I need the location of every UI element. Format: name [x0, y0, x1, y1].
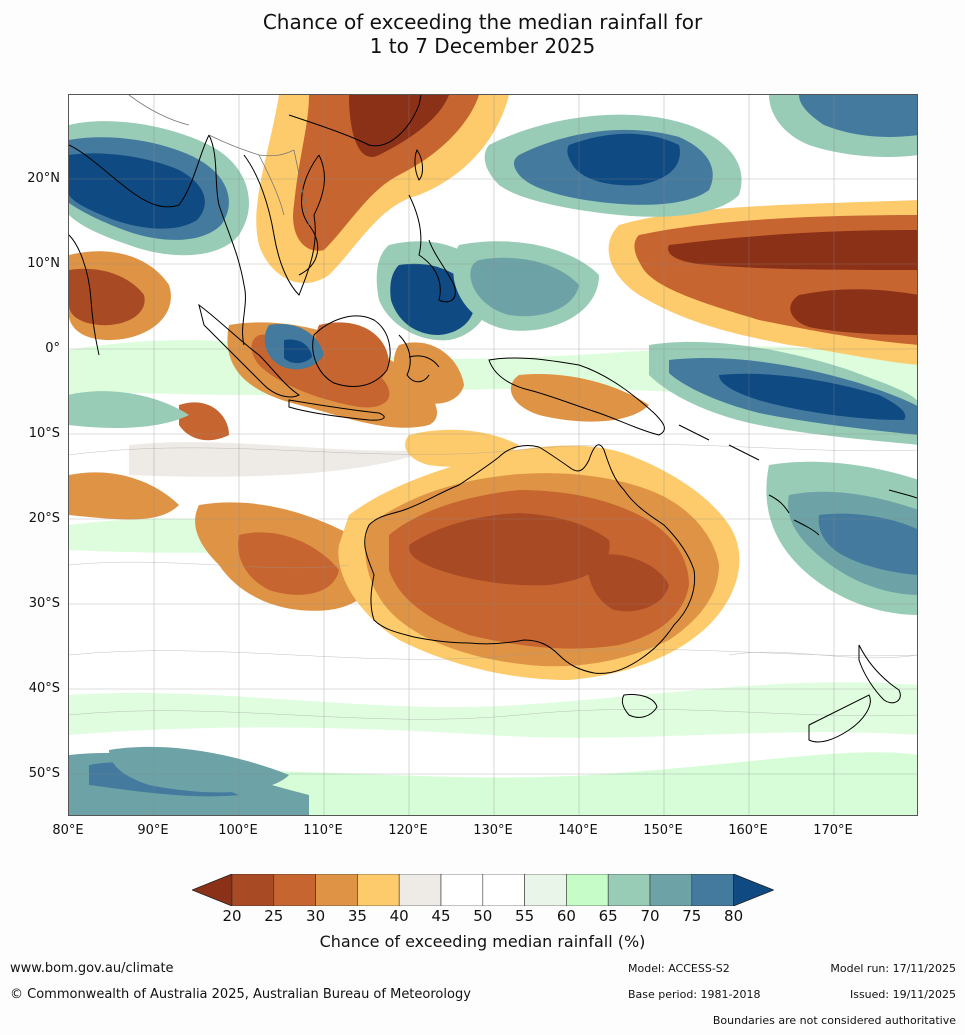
- colorbar-tick-label: 45: [431, 907, 451, 925]
- footer-model-run: Model run: 17/11/2025: [830, 962, 956, 975]
- wet-regions: [69, 95, 917, 793]
- colorbar-tick-label: 55: [515, 907, 535, 925]
- colorbar-tick-label: 35: [347, 907, 367, 925]
- colorbar-tick-label: 75: [682, 907, 702, 925]
- india-coast: [69, 234, 100, 356]
- philippines-coast: [408, 194, 456, 303]
- map-title-line1: Chance of exceeding the median rainfall …: [262, 10, 703, 34]
- colorbar-arrow-low: [192, 874, 233, 906]
- lon-label-150e: 150°E: [643, 823, 683, 838]
- colorbar-tick-label: 70: [640, 907, 660, 925]
- footer-base-period: Base period: 1981-2018: [628, 988, 761, 1001]
- colorbar-cell: [273, 874, 316, 906]
- contour-lines: [69, 444, 917, 720]
- dry-regions: [69, 95, 917, 680]
- lon-label-110e: 110°E: [303, 823, 343, 838]
- lon-label-160e: 160°E: [728, 823, 768, 838]
- new-zealand-coast: [858, 644, 901, 704]
- lat-label-0: 0°: [45, 341, 60, 356]
- lat-label-50s: 50°S: [28, 766, 60, 781]
- colorbar-title: Chance of exceeding median rainfall (%): [319, 932, 646, 951]
- new-guinea-coast: [488, 357, 665, 436]
- footer-disclaimer: Boundaries are not considered authoritat…: [712, 1014, 956, 1027]
- lat-label-30s: 30°S: [28, 596, 60, 611]
- map-title-line2: 1 to 7 December 2025: [369, 34, 596, 58]
- lon-label-80e: 80°E: [52, 823, 84, 838]
- colorbar-cell: [398, 874, 442, 906]
- footer-copyright: © Commonwealth of Australia 2025, Austra…: [10, 987, 471, 1002]
- colorbar-arrow-high: [733, 874, 774, 906]
- borneo-coast: [312, 315, 391, 387]
- colorbar-tick-label: 65: [598, 907, 618, 925]
- country-borders: [128, 95, 310, 226]
- lat-label-10s: 10°S: [28, 426, 60, 441]
- rainfall-map-svg: [69, 95, 917, 815]
- coastlines: [69, 95, 917, 743]
- rainfall-map: [68, 94, 918, 816]
- colorbar-cell: [357, 874, 400, 906]
- colorbar-cell: [440, 874, 484, 906]
- graticule: [69, 95, 917, 815]
- lon-label-100e: 100°E: [218, 823, 258, 838]
- colorbar-tick-label: 25: [264, 907, 284, 925]
- colorbar-tick-label: 40: [389, 907, 409, 925]
- colorbar-tick-label: 80: [724, 907, 744, 925]
- colorbar: [192, 874, 774, 906]
- lat-label-40s: 40°S: [28, 681, 60, 696]
- colorbar-tick-label: 60: [556, 907, 576, 925]
- map-title: Chance of exceeding the median rainfall …: [0, 10, 965, 58]
- australia-coast: [364, 444, 696, 674]
- colorbar-tick-label: 50: [473, 907, 493, 925]
- lat-label-20n: 20°N: [27, 171, 60, 186]
- colorbar-cell: [691, 874, 734, 906]
- lon-label-120e: 120°E: [388, 823, 428, 838]
- lon-label-130e: 130°E: [473, 823, 513, 838]
- lat-label-10n: 10°N: [27, 256, 60, 271]
- footer-model: Model: ACCESS-S2: [628, 962, 730, 975]
- lon-label-90e: 90°E: [137, 823, 169, 838]
- footer-website[interactable]: www.bom.gov.au/climate: [10, 961, 174, 976]
- colorbar-cell: [649, 874, 693, 906]
- lon-label-140e: 140°E: [558, 823, 598, 838]
- colorbar-cell: [607, 874, 651, 906]
- colorbar-cell: [231, 874, 275, 906]
- colorbar-cell: [315, 874, 358, 906]
- colorbar-tick-label: 20: [222, 907, 242, 925]
- lon-label-170e: 170°E: [813, 823, 853, 838]
- footer-issued: Issued: 19/11/2025: [849, 988, 956, 1001]
- lat-label-20s: 20°S: [28, 511, 60, 526]
- colorbar-cell: [524, 874, 567, 906]
- colorbar-cell: [482, 874, 525, 906]
- colorbar-cell: [566, 874, 609, 906]
- colorbar-tick-label: 30: [306, 907, 326, 925]
- sumatra-coast: [198, 303, 300, 398]
